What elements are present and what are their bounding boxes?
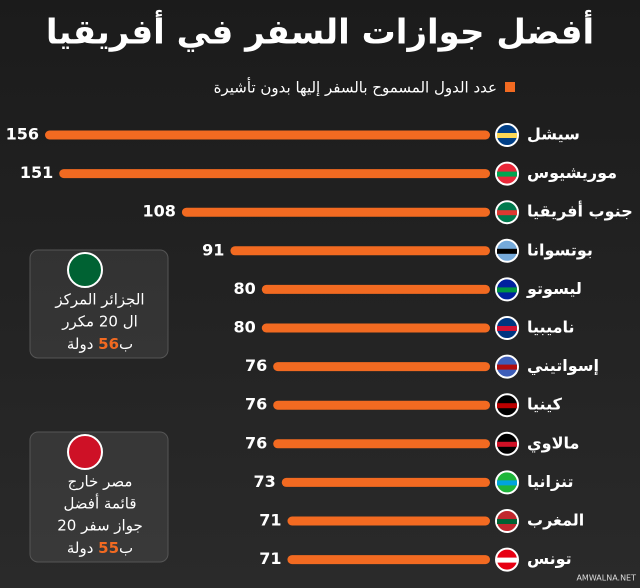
- category-label: سيشل: [527, 125, 580, 144]
- note-number: 55: [98, 539, 119, 557]
- bar: [281, 477, 490, 487]
- flag-stripe: [497, 364, 517, 370]
- flag-stripe: [497, 480, 517, 486]
- flag-stripe: [497, 519, 517, 524]
- note-line: 20 جواز سفر: [57, 517, 143, 535]
- flag-stripe: [497, 403, 517, 409]
- value-label: 91: [202, 240, 224, 259]
- note-line: قائمة أفضل: [63, 494, 136, 513]
- bar: [273, 400, 490, 410]
- value-label: 80: [234, 318, 256, 337]
- note-line: ال 20 مكرر: [61, 313, 138, 331]
- value-label: 76: [245, 395, 267, 414]
- note-line: مصر خارج: [68, 473, 133, 492]
- category-label: تنزانيا: [527, 472, 574, 491]
- value-label: 80: [234, 279, 256, 298]
- flag-stripe: [497, 210, 517, 216]
- bar: [273, 439, 490, 449]
- note-count: ب56 دولة: [67, 335, 133, 353]
- value-label: 76: [245, 356, 267, 375]
- category-label: كينيا: [527, 395, 563, 414]
- flag-stripe: [497, 133, 517, 138]
- watermark: AMWALNA.NET: [576, 574, 636, 583]
- category-label: المغرب: [527, 511, 584, 530]
- note-box: [29, 249, 169, 359]
- category-label: ناميبيا: [527, 318, 575, 337]
- flag-stripe: [497, 557, 517, 563]
- note-number: 56: [98, 335, 119, 353]
- legend-label: عدد الدول المسموح بالسفر إليها بدون تأشي…: [214, 77, 497, 97]
- note-count: ب55 دولة: [67, 539, 133, 557]
- category-label: جنوب أفريقيا: [527, 201, 633, 221]
- value-label: 108: [143, 202, 176, 221]
- category-label: بوتسوانا: [527, 240, 593, 259]
- value-label: 151: [20, 163, 53, 182]
- note-prefix: ب: [119, 335, 133, 353]
- category-label: ليسوتو: [526, 279, 582, 298]
- legend-swatch: [505, 82, 515, 92]
- value-label: 156: [6, 125, 39, 144]
- note-line: الجزائر المركز: [54, 291, 144, 309]
- bar: [261, 323, 490, 333]
- note-box: [29, 431, 169, 563]
- flag-stripe: [497, 171, 517, 177]
- category-label: إسواتيني: [527, 356, 599, 376]
- flag-stripe: [497, 287, 517, 293]
- note-prefix: ب: [119, 539, 133, 557]
- value-label: 71: [259, 511, 281, 530]
- bar: [230, 246, 490, 256]
- bar: [45, 130, 490, 140]
- bar: [287, 555, 490, 565]
- note-flag: [67, 434, 103, 470]
- bar: [261, 284, 490, 294]
- bar: [273, 362, 490, 372]
- value-label: 71: [259, 549, 281, 568]
- flag-stripe: [497, 441, 517, 447]
- note-flag: [67, 252, 103, 288]
- value-label: 76: [245, 433, 267, 452]
- category-label: تونس: [527, 549, 572, 568]
- bar: [181, 207, 490, 217]
- note-unit: دولة: [67, 539, 98, 557]
- chart-title: أفضل جوازات السفر في أفريقيا: [46, 10, 594, 53]
- flag-stripe: [497, 248, 517, 254]
- flag-stripe: [497, 326, 517, 331]
- value-label: 73: [253, 472, 275, 491]
- bar: [287, 516, 490, 526]
- category-label: موريشيوس: [527, 163, 617, 182]
- bar: [59, 169, 491, 179]
- note-unit: دولة: [67, 335, 98, 353]
- category-label: مالاوي: [527, 433, 579, 453]
